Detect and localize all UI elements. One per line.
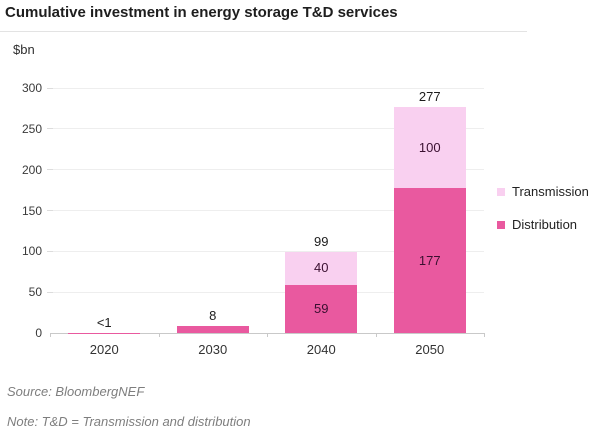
legend-swatch-icon	[497, 220, 505, 229]
gridline	[50, 210, 484, 211]
x-tick-label: 2020	[89, 342, 119, 357]
bar-segment-label: 40	[314, 260, 329, 276]
legend-label: Distribution	[512, 217, 578, 232]
y-axis-tick	[47, 87, 53, 89]
legend-swatch-icon	[497, 187, 505, 196]
x-tick-label: 2040	[306, 342, 336, 357]
bar-segment-label: 177	[418, 252, 441, 268]
x-axis-tick	[484, 333, 485, 337]
legend-item-transmission: Transmission	[497, 184, 589, 199]
y-tick-label: 100	[21, 244, 42, 259]
y-axis-tick	[47, 128, 53, 130]
bar-segment-label: 59	[314, 300, 329, 316]
legend-label: Transmission	[512, 184, 589, 199]
bar-segment-label: 100	[418, 139, 441, 155]
title-divider	[0, 31, 527, 32]
gridline	[50, 250, 484, 252]
y-tick-label: 200	[21, 162, 42, 177]
gridline	[50, 87, 484, 89]
bar-segment-distribution	[68, 332, 141, 334]
gridline	[50, 169, 484, 171]
x-tick-label: 2050	[415, 342, 445, 357]
y-tick-label: 250	[21, 121, 42, 136]
legend-item-distribution: Distribution	[497, 217, 577, 232]
y-tick-label: 300	[21, 81, 42, 95]
y-axis-tick	[47, 250, 53, 252]
bar-segment-distribution	[393, 188, 466, 333]
bar-segment-transmission	[393, 106, 466, 189]
gridline	[50, 128, 484, 130]
y-tick-label: 50	[28, 285, 42, 300]
gridline	[50, 291, 484, 293]
bar-segment-transmission	[285, 252, 358, 285]
y-axis-tick	[47, 169, 53, 171]
x-axis-tick	[375, 333, 377, 337]
chart-title: Cumulative investment in energy storage …	[5, 4, 398, 21]
x-axis-tick	[50, 333, 51, 337]
y-axis-tick	[47, 291, 53, 293]
bar-total-label: 8	[209, 308, 217, 324]
bar-total-label: <1	[96, 314, 112, 330]
y-tick-label: 0	[35, 326, 42, 340]
y-axis-tick	[47, 210, 53, 211]
y-axis-unit-label: $bn	[13, 42, 35, 57]
x-axis-tick	[267, 333, 268, 337]
bar-segment-distribution	[285, 284, 358, 333]
bar-total-label: 99	[314, 234, 329, 250]
source-text: Source: BloombergNEF	[7, 384, 145, 399]
note-text: Note: T&D = Transmission and distributio…	[7, 414, 251, 429]
bar-total-label: 277	[418, 88, 441, 104]
bar-segment-distribution	[176, 326, 249, 333]
x-axis-tick	[158, 333, 160, 337]
x-tick-label: 2030	[198, 342, 228, 357]
y-tick-label: 150	[21, 203, 42, 218]
